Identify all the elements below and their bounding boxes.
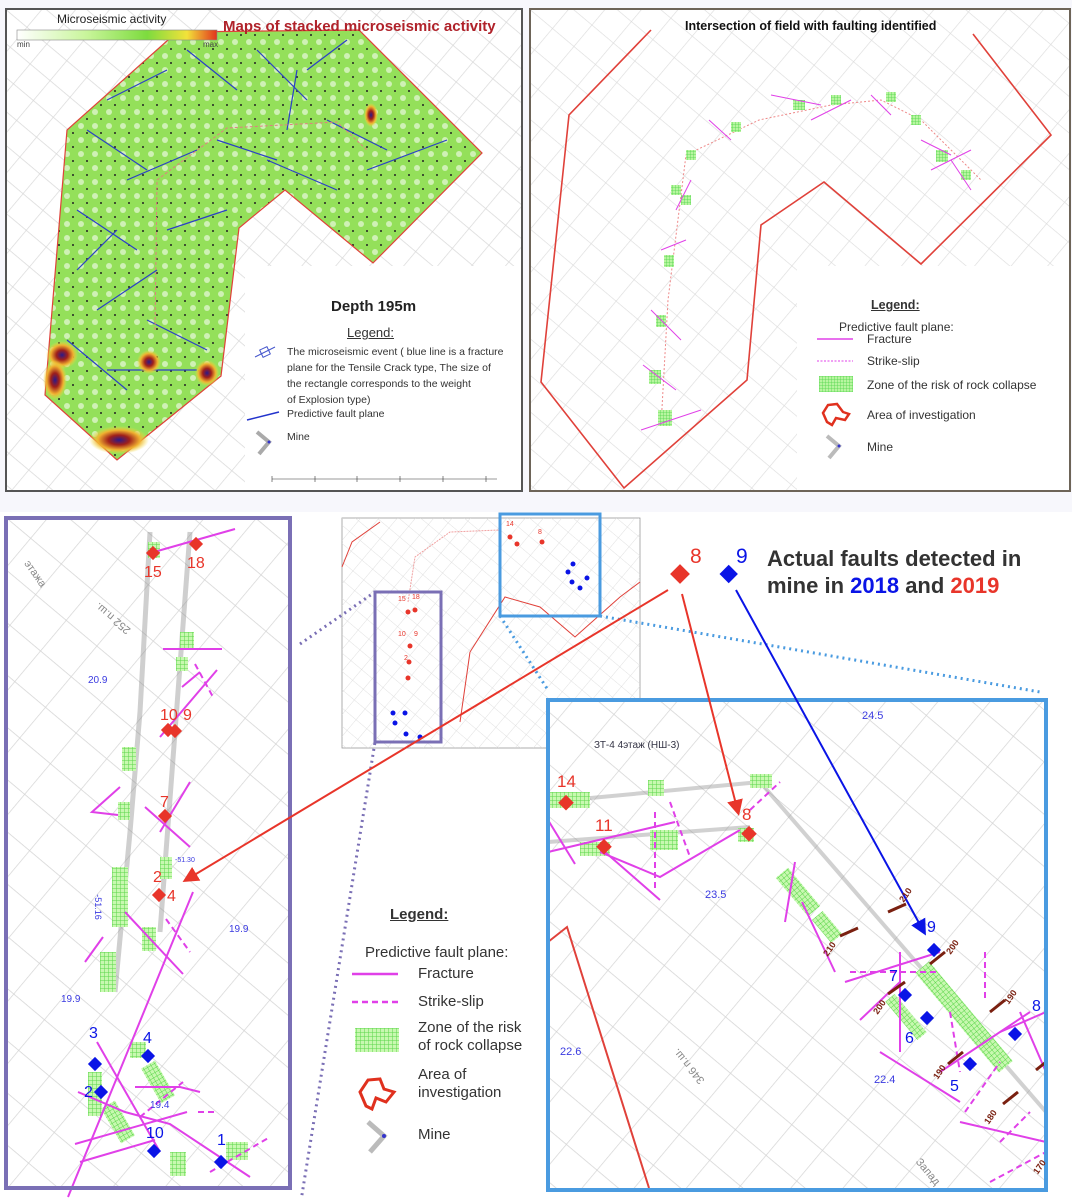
- legend-item-fracture: Fracture: [418, 965, 474, 982]
- elevation-label: 19.9: [229, 924, 249, 935]
- microseismic-map-canvas: [7, 10, 521, 490]
- elevation-label: 19.4: [150, 1100, 170, 1111]
- microseismic-activity-map-panel: Microseismic activity min max Maps of st…: [5, 8, 523, 492]
- overview-label-15: 15: [398, 596, 406, 603]
- overview-label-9: 9: [414, 631, 418, 638]
- collapse-zone-icon: [819, 376, 853, 392]
- scale-bar: [271, 476, 497, 482]
- legend-item-fracture: Fracture: [867, 332, 912, 346]
- legend-item-microseismic-event: The microseismic event ( blue line is a …: [287, 346, 504, 406]
- elevation-label: 19.9: [61, 994, 81, 1005]
- headline: Actual faults detected in mine in 2018 a…: [767, 546, 1022, 598]
- fault-2019-label: 9: [183, 707, 192, 724]
- panel-title: Maps of stacked microseismic activity: [223, 18, 496, 35]
- area-investigation-icon: [358, 1077, 397, 1112]
- colorbar-label: Microseismic activity: [57, 12, 167, 26]
- pointer-arrow-2019-left: [182, 589, 669, 883]
- right-inset-map: [546, 698, 1048, 1192]
- fault-2019-label: 10: [160, 707, 178, 724]
- pointer-arrow-2018: [735, 589, 926, 936]
- actual-faults-panel: 15 18 10 9 2 14 8 8 9 Actual faults dete…: [0, 512, 1072, 1198]
- mine-icon: [255, 430, 272, 456]
- fault-2019-label: 7: [160, 794, 169, 811]
- legend-item-mine: Mine: [287, 431, 310, 443]
- actual-faults-canvas: [4, 512, 1048, 1198]
- legend-item-collapse-zone: Zone of the risk of rock collapse: [867, 378, 1037, 392]
- overview-label-10: 10: [398, 631, 406, 638]
- area-investigation-icon: [821, 402, 851, 427]
- colorbar-max: max: [203, 40, 219, 49]
- colorbar: [16, 29, 218, 41]
- legend-item-area-investigation: Area of investigation: [418, 1066, 502, 1101]
- year-2019: 2019: [950, 573, 1000, 598]
- fault-2018-label: 6: [905, 1030, 914, 1047]
- legend-title: Legend:: [390, 906, 449, 923]
- elevation-label: 20.9: [88, 675, 108, 686]
- legend-item-strike-slip: Strike-slip: [867, 354, 920, 368]
- mine-icon: [366, 1120, 388, 1154]
- right-inset-connector: [498, 615, 550, 691]
- depth-label: -51.16: [92, 894, 103, 920]
- fault-2018-label: 7: [889, 968, 898, 985]
- fault-2019-label: 14: [557, 772, 576, 791]
- legend-item-mine: Mine: [418, 1126, 451, 1143]
- legend-item-strike-slip: Strike-slip: [418, 993, 484, 1010]
- right-inset-connector: [599, 614, 1041, 694]
- elevation-label: 22.4: [874, 1074, 896, 1086]
- legend-subtitle: Predictive fault plane:: [365, 944, 509, 961]
- fault-2019-label: 11: [595, 816, 613, 835]
- microseismic-event-icon: [254, 346, 276, 358]
- fault-2018-label: 10: [146, 1125, 164, 1142]
- colorbar-min: min: [17, 40, 30, 49]
- overview-label-14: 14: [506, 521, 514, 528]
- legend-item-mine: Mine: [867, 440, 894, 454]
- fault-2018-label: 4: [143, 1030, 152, 1047]
- fault-2019-label: 18: [187, 555, 205, 572]
- legend-item-collapse-zone: Zone of the risk of rock collapse: [418, 1019, 523, 1054]
- faulting-map-canvas: [531, 10, 1069, 490]
- fault-plane-line-icon: [246, 411, 280, 421]
- key-2019-label: 8: [690, 545, 702, 568]
- fault-2018-label: 8: [1032, 998, 1041, 1015]
- overview-label-8: 8: [538, 529, 542, 536]
- fault-2018-label: 3: [89, 1025, 98, 1042]
- elevation-label: 24.5: [862, 710, 884, 722]
- year-2018: 2018: [850, 573, 900, 598]
- left-inset-connector: [299, 741, 377, 1198]
- left-inset-map: [4, 516, 292, 1198]
- legend-title: Legend:: [347, 325, 394, 340]
- fault-2019-label: 4: [167, 888, 176, 905]
- pointer-arrow-2019-right: [681, 593, 743, 816]
- fault-2018-label: 5: [950, 1078, 959, 1095]
- fault-2018-label: 2: [84, 1084, 93, 1101]
- overview-label-2: 2: [404, 655, 408, 662]
- fault-2019-label: 2: [153, 869, 162, 886]
- legend-title: Legend:: [871, 298, 920, 312]
- drift-label: ЗТ-4 4этаж (НШ-3): [594, 740, 680, 751]
- fault-2019-label: 15: [144, 564, 162, 581]
- collapse-zone-icon: [355, 1028, 399, 1052]
- key-2018-label: 9: [736, 545, 748, 568]
- fault-2018-label: 9: [927, 919, 936, 936]
- mine-icon: [825, 434, 842, 460]
- panel-title: Intersection of field with faulting iden…: [685, 19, 937, 33]
- field-faulting-intersection-panel: Intersection of field with faulting iden…: [529, 8, 1071, 492]
- overview-label-18: 18: [412, 594, 420, 601]
- fault-2019-label: 8: [742, 805, 752, 824]
- elevation-label: 23.5: [705, 889, 727, 901]
- depth-label: Depth 195m: [331, 298, 417, 315]
- elevation-label: 22.6: [560, 1046, 582, 1058]
- legend-item-fault-plane: Predictive fault plane: [287, 408, 385, 420]
- depth-label: -51.30: [175, 857, 195, 864]
- legend-item-area-investigation: Area of investigation: [867, 408, 976, 422]
- legend-subtitle: Predictive fault plane:: [839, 320, 954, 334]
- key-2019-diamond: [670, 564, 690, 584]
- fault-2018-label: 1: [217, 1132, 226, 1149]
